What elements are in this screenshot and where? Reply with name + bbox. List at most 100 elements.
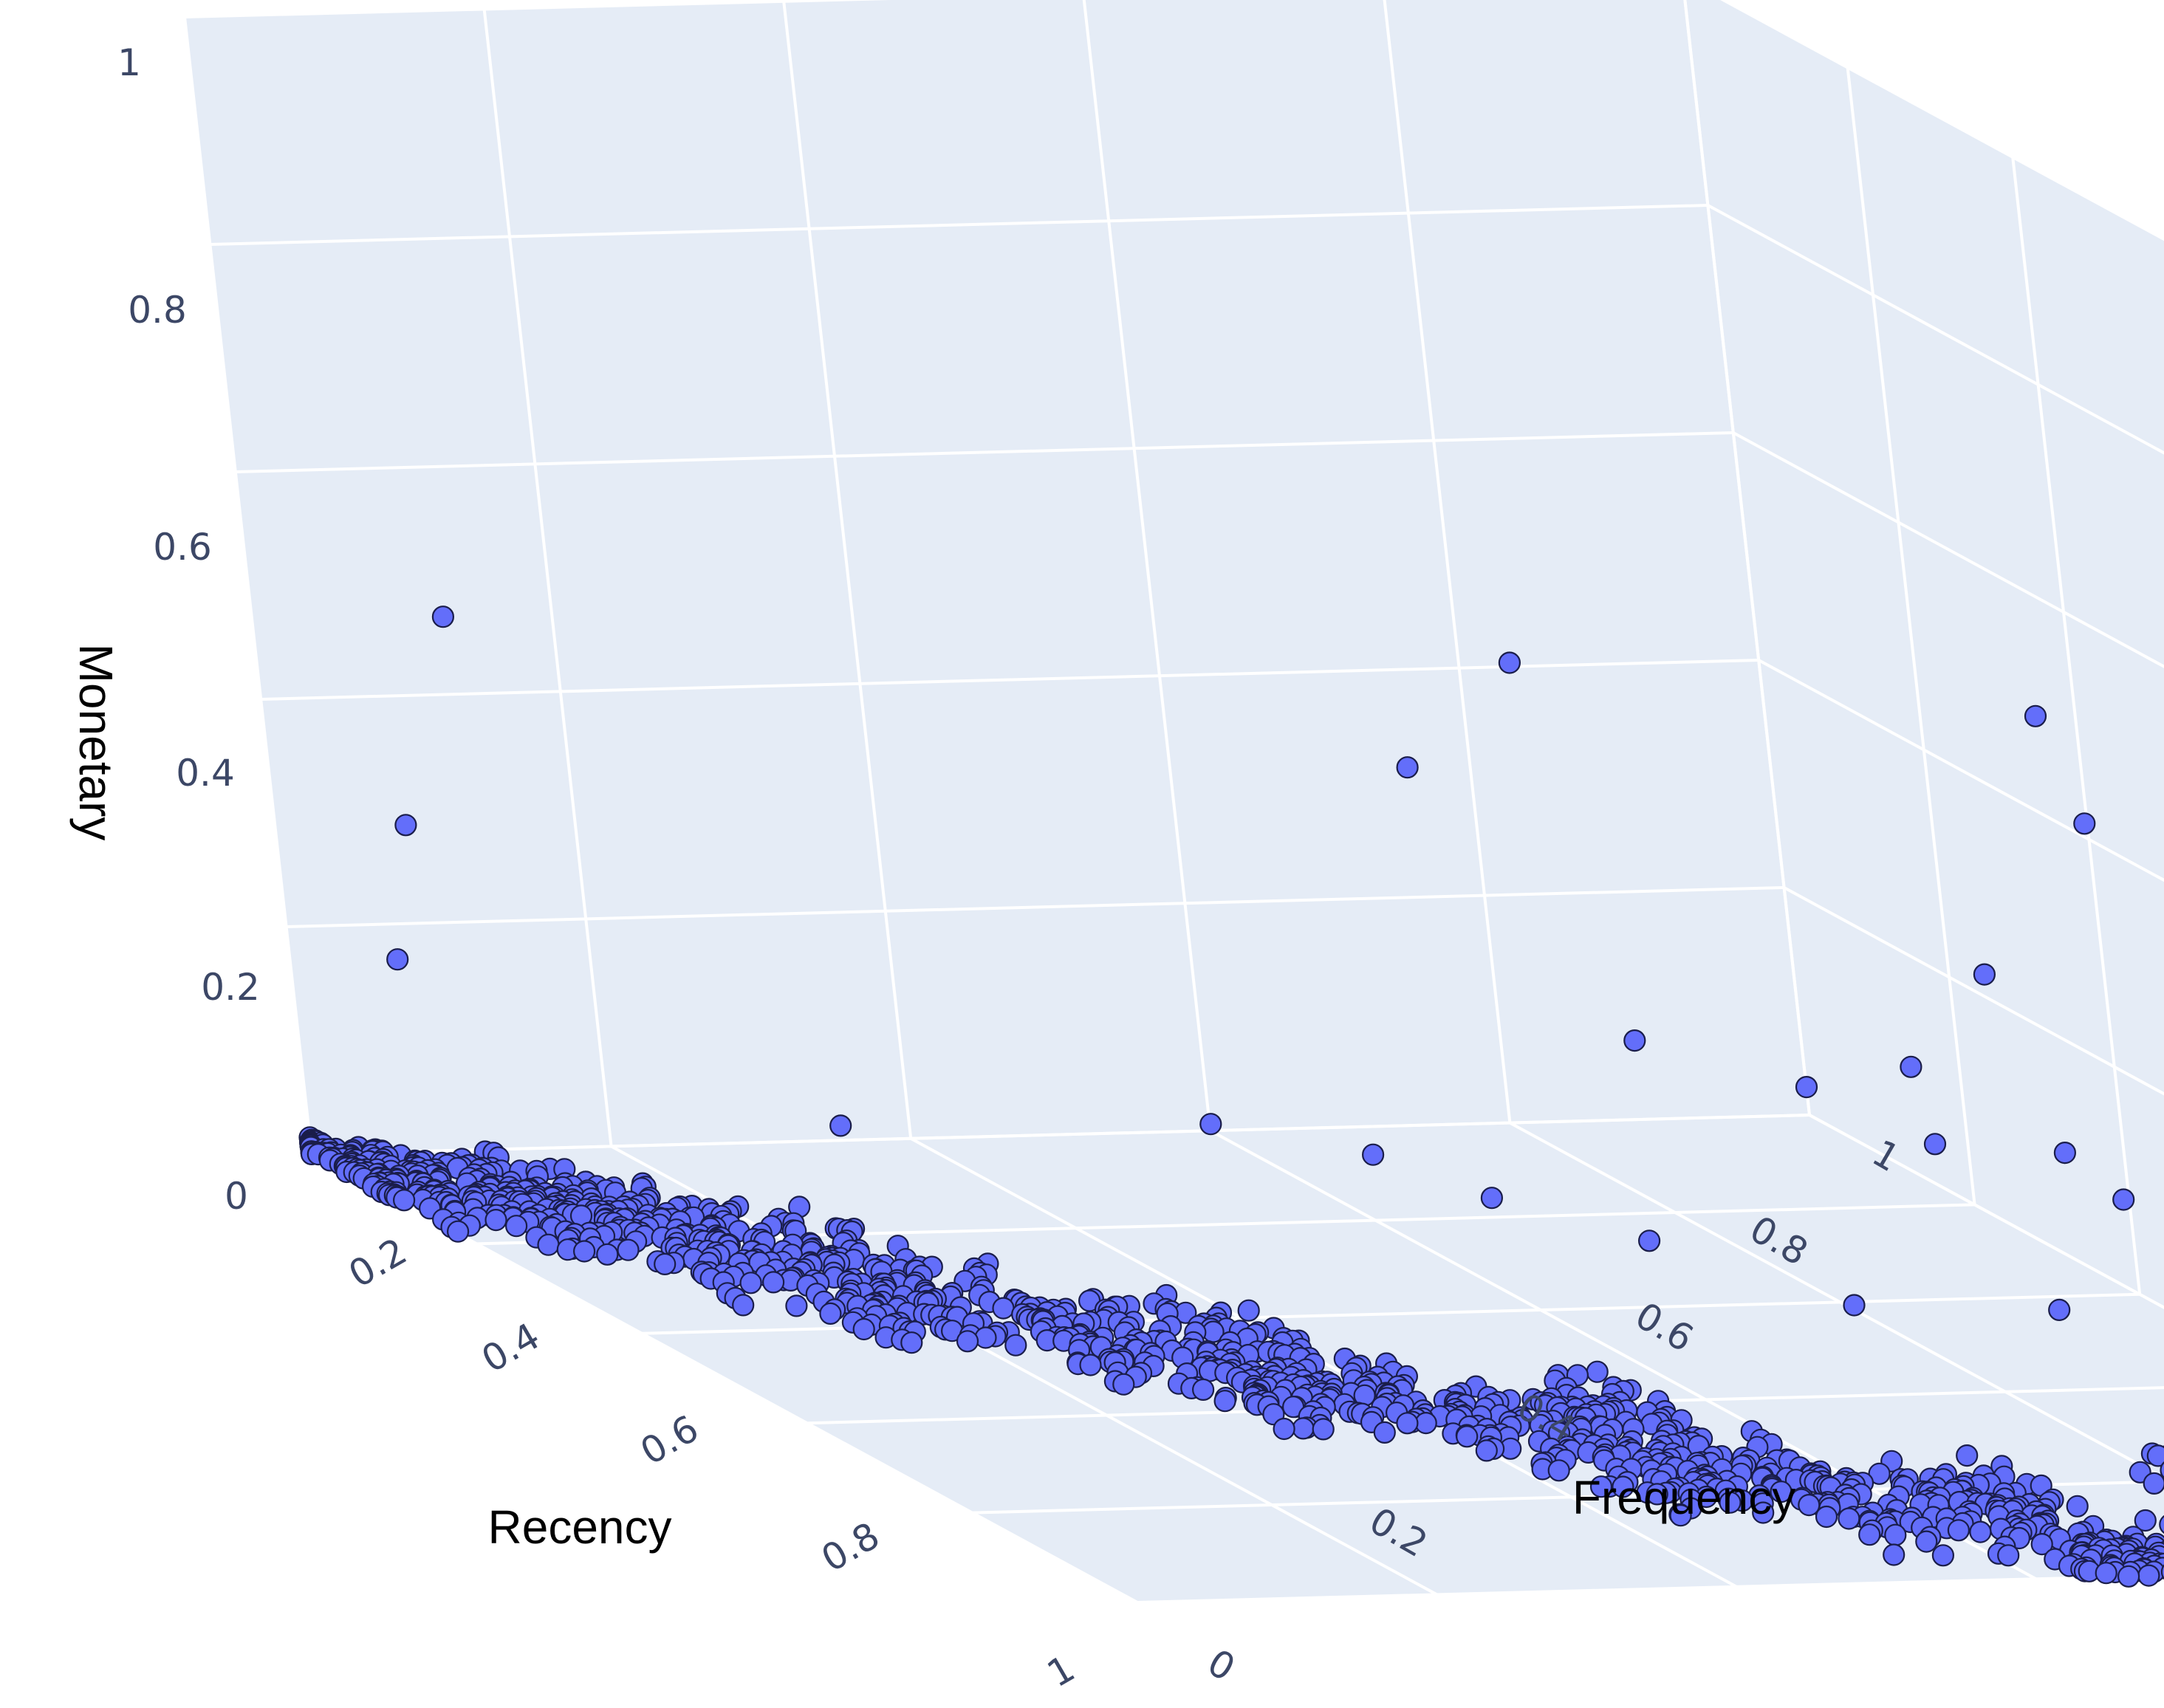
grid-line	[1720, 0, 2164, 241]
data-point	[1312, 1418, 1335, 1441]
data-point	[1770, 1480, 1793, 1503]
data-point	[1292, 1417, 1315, 1440]
data-point	[504, 1215, 528, 1238]
data-point	[1589, 1475, 1613, 1498]
data-point	[2117, 1565, 2140, 1588]
z-tick-0.2: 0.2	[201, 966, 260, 1009]
data-point	[654, 1252, 677, 1276]
data-point	[2095, 1562, 2117, 1585]
data-point	[1843, 1294, 1866, 1317]
data-point	[1795, 1075, 1818, 1099]
back-wall-left-pane	[185, 0, 1809, 1154]
grid-line	[1707, 204, 2164, 455]
data-point	[1973, 963, 1996, 986]
grid-line	[1809, 1114, 2164, 1309]
data-point	[1004, 1334, 1027, 1357]
data-point	[1213, 1390, 1236, 1413]
data-point	[1838, 1507, 1860, 1530]
data-point	[2030, 1533, 2053, 1556]
data-point	[392, 1189, 416, 1212]
data-point	[431, 606, 455, 628]
grid-line	[2011, 157, 2142, 1295]
grid-line	[1383, 0, 1512, 1123]
data-point	[572, 1240, 596, 1263]
grid-line	[183, 16, 313, 1155]
data-point	[956, 1330, 979, 1353]
data-point	[1858, 1523, 1881, 1546]
grid-line	[1082, 0, 1212, 1131]
z-tick-1: 1	[117, 41, 141, 84]
z-axis-title: Monetary	[69, 644, 123, 841]
z-axis-ticks: 0 0.2 0.4 0.6 0.8 1	[117, 41, 260, 1218]
data-point	[537, 1233, 560, 1256]
grid-line	[1846, 67, 1976, 1205]
data-point	[2159, 1515, 2164, 1534]
grid-line	[1509, 1121, 2164, 1480]
data-point	[732, 1294, 755, 1317]
data-point	[394, 814, 417, 837]
grid-line	[1732, 431, 2164, 668]
y-axis-title: Frequency	[1572, 1471, 1795, 1524]
data-point	[1923, 1133, 1947, 1156]
grid-line	[1758, 659, 2164, 882]
data-point	[1361, 1143, 1385, 1166]
x-tick-0.8: 0.8	[815, 1514, 887, 1580]
data-point	[1079, 1354, 1102, 1376]
data-point	[1112, 1373, 1135, 1396]
grid-line	[610, 1145, 1438, 1596]
data-point	[1396, 1412, 1419, 1435]
data-point	[484, 1208, 507, 1232]
data-point	[1915, 1530, 1938, 1553]
data-point	[1638, 1229, 1661, 1252]
x-tick-1: 1	[1040, 1647, 1082, 1695]
data-point	[2073, 812, 2096, 835]
data-point	[785, 1294, 808, 1317]
data-point	[1956, 1444, 1979, 1467]
data-point	[1396, 756, 1419, 779]
data-point	[386, 948, 409, 971]
z-tick-0.8: 0.8	[128, 289, 187, 332]
data-point	[2143, 1472, 2164, 1495]
data-point	[2146, 1444, 2164, 1467]
data-point	[1547, 1459, 1570, 1482]
data-point	[829, 1114, 852, 1137]
data-point	[852, 1317, 875, 1341]
data-point	[2024, 704, 2047, 727]
data-point	[1900, 1055, 1922, 1078]
data-point	[819, 1302, 842, 1325]
data-point	[2160, 1461, 2164, 1479]
grid-line	[1783, 886, 2164, 1096]
data-point	[2048, 1298, 2071, 1322]
grid-line	[782, 1, 913, 1139]
data-point	[1719, 1491, 1742, 1514]
z-tick-0: 0	[225, 1175, 248, 1218]
data-point	[739, 1272, 762, 1294]
data-point	[761, 1271, 785, 1294]
grid-line	[311, 1114, 1810, 1156]
data-point	[1612, 1475, 1634, 1498]
data-point	[2112, 1188, 2135, 1211]
grid-line	[210, 204, 1708, 246]
data-points	[298, 606, 2164, 1588]
data-point	[2137, 1564, 2160, 1587]
data-point	[1456, 1425, 1479, 1448]
data-point	[1883, 1543, 1906, 1566]
data-point	[1947, 1519, 1970, 1542]
data-point	[1669, 1504, 1692, 1527]
data-point	[1752, 1501, 1775, 1524]
data-point	[1480, 1187, 1504, 1210]
data-point	[1798, 1493, 1821, 1517]
back-wall-right-pane	[1685, 0, 2164, 1308]
data-point	[617, 1238, 640, 1261]
data-point	[2134, 1509, 2157, 1532]
grid-line	[1683, 0, 1811, 1116]
data-point	[1199, 1113, 1222, 1136]
data-point	[2053, 1141, 2076, 1165]
data-point	[992, 1297, 1015, 1320]
data-point	[1646, 1483, 1668, 1506]
grid-line	[184, 0, 891, 18]
data-point	[1475, 1439, 1498, 1462]
data-point	[1884, 1523, 1907, 1546]
data-point	[1273, 1417, 1295, 1441]
